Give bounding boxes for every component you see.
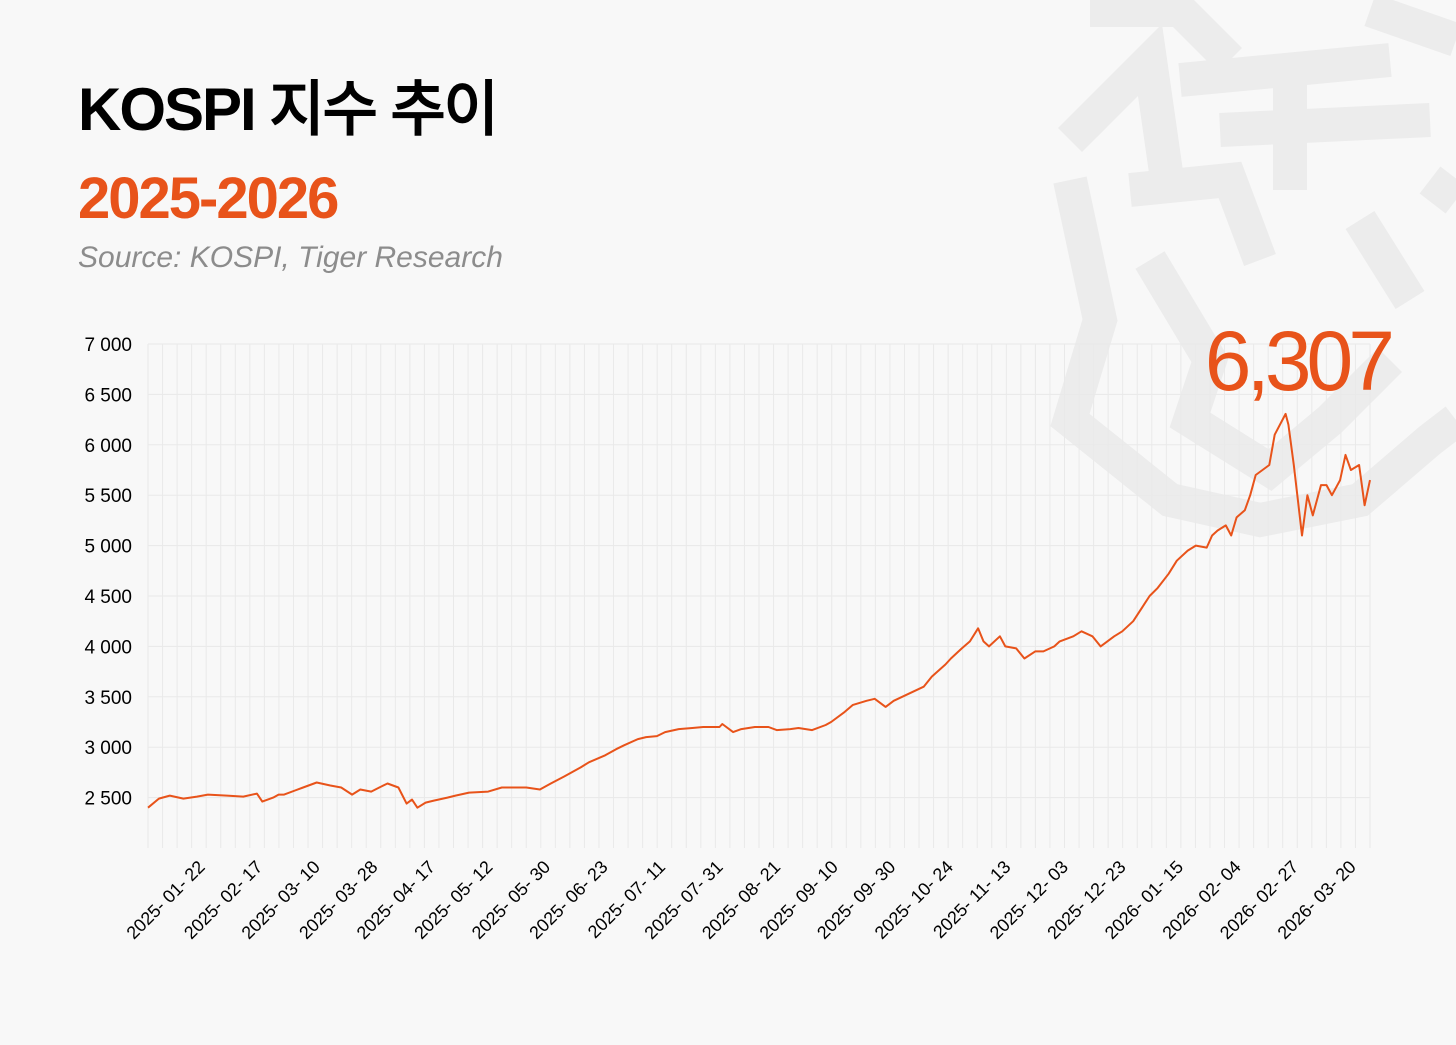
peak-value-label: 6,307 bbox=[1205, 314, 1391, 408]
y-tick-label: 7 000 bbox=[84, 335, 132, 356]
grid bbox=[147, 343, 1371, 848]
y-tick-label: 6 000 bbox=[84, 436, 132, 457]
y-tick-label: 6 500 bbox=[84, 385, 132, 406]
y-tick-label: 5 500 bbox=[84, 486, 132, 507]
y-tick-label: 2 500 bbox=[84, 789, 132, 810]
y-tick-label: 4 500 bbox=[84, 587, 132, 608]
y-tick-label: 4 000 bbox=[84, 637, 132, 658]
source-note: Source: KOSPI, Tiger Research bbox=[78, 241, 503, 274]
chart-subtitle: 2025-2026 bbox=[78, 166, 339, 231]
series-layer bbox=[147, 412, 1371, 809]
chart-title: KOSPI 지수 추이 bbox=[78, 76, 499, 143]
kospi-series-line bbox=[147, 412, 1371, 809]
y-axis: 2 500 3 000 3 500 4 000 4 500 5 000 5 500 6 000… bbox=[84, 335, 132, 810]
y-tick-label: 3 000 bbox=[84, 738, 132, 759]
y-tick-label: 5 000 bbox=[84, 537, 132, 558]
y-tick-label: 3 500 bbox=[84, 688, 132, 709]
